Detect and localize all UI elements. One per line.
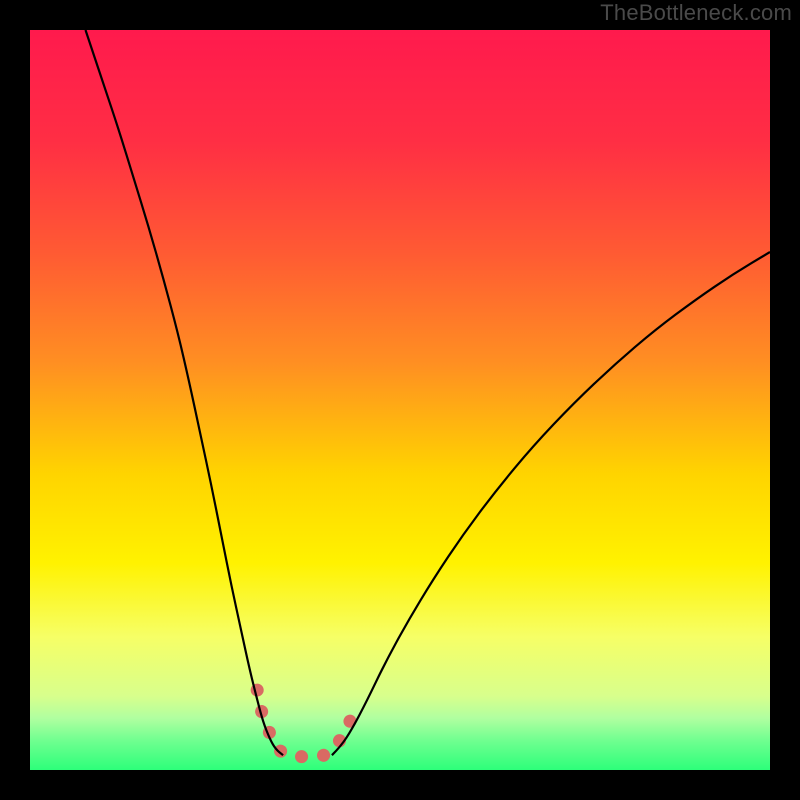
chart-stage: TheBottleneck.com bbox=[0, 0, 800, 800]
watermark-text: TheBottleneck.com bbox=[600, 0, 792, 26]
plot-background bbox=[30, 30, 770, 770]
chart-svg bbox=[0, 0, 800, 800]
